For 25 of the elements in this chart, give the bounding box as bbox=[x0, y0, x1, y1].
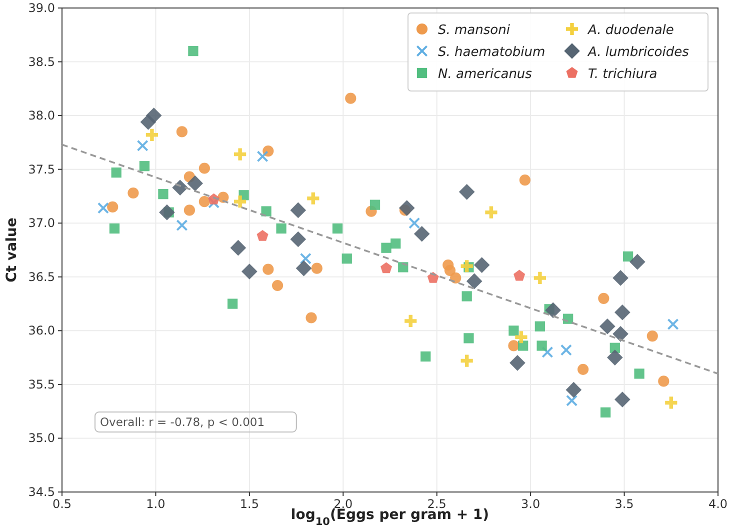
x-tick-label: 1.0 bbox=[146, 497, 166, 511]
x-tick-label: 1.5 bbox=[240, 497, 259, 511]
y-tick-label: 36.5 bbox=[28, 270, 55, 284]
legend-label: A. duodenale bbox=[587, 23, 674, 38]
legend-label: T. trichiura bbox=[588, 67, 658, 82]
legend-label: S. mansoni bbox=[438, 23, 510, 38]
legend-label: S. haematobium bbox=[438, 45, 546, 60]
y-tick-label: 37.5 bbox=[28, 162, 55, 176]
y-tick-label: 34.5 bbox=[28, 485, 55, 499]
legend-label: N. americanus bbox=[438, 67, 532, 82]
y-tick-label: 37.0 bbox=[28, 216, 55, 230]
y-tick-label: 35.0 bbox=[28, 431, 55, 446]
x-tick-label: 3.0 bbox=[521, 497, 540, 511]
annotation: Overall: r = -0.78, p < 0.001 bbox=[100, 415, 265, 429]
y-tick-label: 38.0 bbox=[28, 108, 55, 123]
y-tick-label: 39.0 bbox=[28, 1, 55, 15]
x-tick-label: 4.0 bbox=[708, 497, 728, 511]
y-tick-label: 35.5 bbox=[28, 377, 55, 392]
y-axis-title: Ct value bbox=[4, 218, 20, 282]
legend-label: A. lumbricoides bbox=[587, 45, 690, 60]
x-tick-label: 0.5 bbox=[52, 497, 72, 511]
y-tick-label: 38.5 bbox=[28, 54, 55, 69]
x-tick-label: 3.5 bbox=[614, 497, 634, 511]
y-tick-label: 36.0 bbox=[28, 324, 55, 338]
x-tick-label: 2.5 bbox=[427, 497, 446, 511]
